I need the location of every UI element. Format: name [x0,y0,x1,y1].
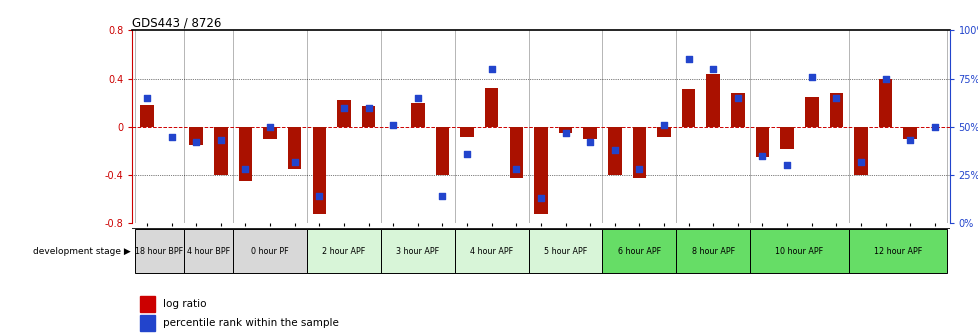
Text: 8 hour APF: 8 hour APF [691,247,734,256]
Bar [312,127,326,214]
FancyBboxPatch shape [749,229,848,273]
FancyBboxPatch shape [135,229,184,273]
Bar [140,296,155,312]
FancyBboxPatch shape [848,229,946,273]
FancyBboxPatch shape [676,229,749,273]
Point [803,74,819,79]
Point [163,134,179,139]
Point [754,153,770,159]
Point [582,140,598,145]
Point [434,194,450,199]
FancyBboxPatch shape [601,229,676,273]
Bar [804,97,818,127]
Bar [656,127,670,136]
Point [680,56,695,62]
Bar [362,106,375,127]
Bar [779,127,793,149]
Bar [239,127,252,181]
Text: 4 hour APF: 4 hour APF [469,247,512,256]
Bar [607,127,621,175]
FancyBboxPatch shape [233,229,307,273]
Bar [288,127,301,169]
Point [262,124,278,130]
FancyBboxPatch shape [380,229,454,273]
Point [631,167,646,172]
Bar [534,127,547,214]
Point [877,76,893,81]
Point [827,95,843,100]
Text: 5 hour APF: 5 hour APF [544,247,587,256]
Text: development stage ▶: development stage ▶ [33,247,131,256]
Point [557,130,573,135]
Text: 2 hour APF: 2 hour APF [322,247,365,256]
Point [606,147,622,153]
Point [188,140,203,145]
Point [139,95,155,100]
Text: 4 hour BPF: 4 hour BPF [187,247,230,256]
Point [311,194,327,199]
Point [778,163,794,168]
Text: 18 hour BPF: 18 hour BPF [135,247,183,256]
Bar [731,93,744,127]
Bar [828,93,842,127]
Bar [435,127,449,175]
Point [385,122,401,128]
Bar [411,103,424,127]
Bar [140,315,155,331]
Point [902,138,917,143]
Bar [140,105,154,127]
Bar [558,127,572,133]
Point [532,196,548,201]
Text: 3 hour APF: 3 hour APF [396,247,439,256]
Point [508,167,523,172]
Point [705,66,721,72]
Point [852,159,867,164]
Text: 6 hour APF: 6 hour APF [617,247,660,256]
Bar [706,74,719,127]
Bar [755,127,769,157]
FancyBboxPatch shape [184,229,233,273]
Point [459,151,474,157]
Text: 0 hour PF: 0 hour PF [251,247,289,256]
Point [213,138,229,143]
Bar [214,127,227,175]
FancyBboxPatch shape [454,229,528,273]
Bar [681,89,694,127]
Bar [460,127,473,136]
FancyBboxPatch shape [307,229,380,273]
Text: 10 hour APF: 10 hour APF [775,247,822,256]
Text: percentile rank within the sample: percentile rank within the sample [163,318,338,328]
Text: log ratio: log ratio [163,299,206,309]
FancyBboxPatch shape [528,229,601,273]
Bar [336,100,350,127]
Point [335,105,351,110]
Bar [878,79,892,127]
Bar [484,88,498,127]
Point [926,124,942,130]
Text: 12 hour APF: 12 hour APF [873,247,921,256]
Bar [263,127,277,139]
Bar [189,127,202,145]
Point [287,159,302,164]
Bar [583,127,597,139]
Bar [509,127,522,177]
Bar [854,127,867,175]
Point [730,95,745,100]
Bar [632,127,645,177]
Text: GDS443 / 8726: GDS443 / 8726 [132,16,221,29]
Point [483,66,499,72]
Bar [903,127,916,139]
Point [238,167,253,172]
Point [360,105,376,110]
Point [655,122,671,128]
Point [410,95,425,100]
